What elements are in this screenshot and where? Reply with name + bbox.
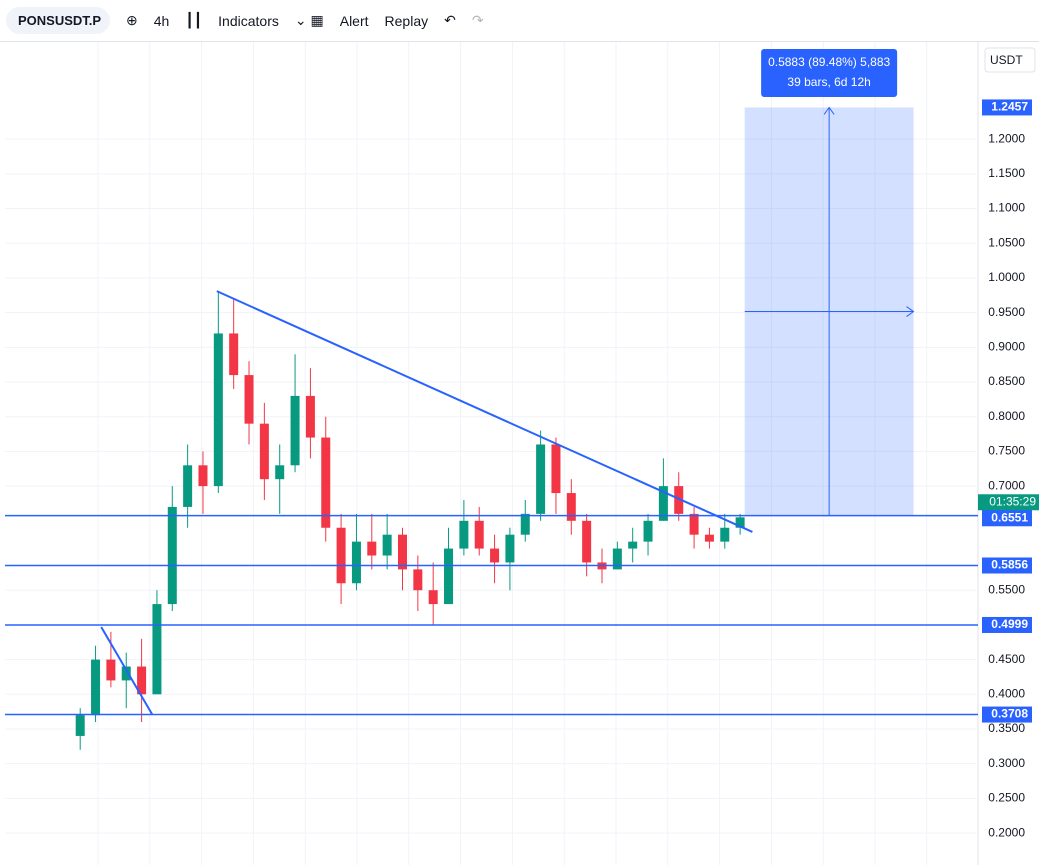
y-tick-label: 0.2000 xyxy=(988,825,1025,839)
interval[interactable]: 4h xyxy=(153,12,170,29)
y-tick-label: 0.9500 xyxy=(988,305,1025,319)
candle-body xyxy=(628,541,638,549)
candle-body xyxy=(121,666,131,681)
toolbar: PONSUSDT.P ⊕ 4h ┃┃ Indicators ⌄ ▦ Alert … xyxy=(0,0,1039,42)
candle-body xyxy=(229,333,239,376)
redo[interactable]: ↷ xyxy=(471,12,484,28)
symbol[interactable]: PONSUSDT.P xyxy=(6,7,110,34)
axis-label: 1.2457 xyxy=(991,100,1028,114)
y-tick-label: 1.0000 xyxy=(988,270,1025,284)
candle-body xyxy=(152,604,162,695)
alert[interactable]: Alert xyxy=(339,12,369,29)
y-tick-label: 0.4500 xyxy=(988,652,1025,666)
candle-body xyxy=(382,534,392,556)
undo[interactable]: ↶ xyxy=(444,12,456,28)
candle-body xyxy=(551,444,561,494)
measure-arrow-up xyxy=(823,106,835,115)
measure-line-1: 0.5883 (89.48%) 5,883 xyxy=(768,55,890,69)
y-tick-label: 1.1500 xyxy=(988,166,1025,180)
candle-body xyxy=(444,548,454,605)
y-tick-label: 0.8000 xyxy=(988,409,1025,423)
candle-body xyxy=(397,534,407,570)
candle-body xyxy=(720,527,730,542)
candle-body xyxy=(305,395,315,438)
candle-body xyxy=(612,548,622,570)
replay[interactable]: Replay xyxy=(384,12,429,29)
chart-type[interactable]: ┃┃ xyxy=(185,12,203,28)
measure-line-2: 39 bars, 6d 12h xyxy=(787,75,870,89)
add-symbol[interactable]: ⊕ xyxy=(126,12,138,28)
y-tick-label: 1.0500 xyxy=(988,235,1025,249)
candle-body xyxy=(735,517,745,528)
y-tick-label: 0.7000 xyxy=(988,478,1025,492)
level-label: 0.5856 xyxy=(991,558,1028,572)
indicators[interactable]: Indicators xyxy=(218,12,279,29)
candle-body xyxy=(336,527,346,584)
currency-box[interactable] xyxy=(984,47,1036,73)
candle-body xyxy=(536,444,546,514)
candle-body xyxy=(505,534,515,563)
candle-body xyxy=(520,513,530,535)
candle-body xyxy=(582,520,592,563)
y-tick-label: 1.1000 xyxy=(988,201,1025,215)
candle-body xyxy=(167,506,177,605)
candle-body xyxy=(244,375,254,424)
measure-arrow-right xyxy=(906,306,915,317)
candle-body xyxy=(213,333,223,487)
axis-label-bg xyxy=(982,99,1032,116)
countdown-bg xyxy=(978,494,1039,511)
candle-body xyxy=(183,465,193,507)
candle-body xyxy=(259,423,269,480)
candle-body xyxy=(490,548,500,563)
candle-body xyxy=(689,513,699,535)
axis-label-bg xyxy=(982,706,1032,723)
layouts[interactable]: ⌄ ▦ xyxy=(294,12,324,28)
y-tick-label: 0.4000 xyxy=(988,686,1025,700)
trendline xyxy=(216,290,753,533)
candle-body xyxy=(351,541,361,584)
candle-body xyxy=(137,666,147,695)
candle-body xyxy=(566,493,576,521)
candle-body xyxy=(75,715,85,736)
candle-body xyxy=(91,659,101,716)
candle-body xyxy=(198,465,208,487)
last-price-bg xyxy=(982,510,1032,527)
candle-body xyxy=(367,541,377,556)
y-tick-label: 1.2000 xyxy=(988,131,1025,145)
candle-body xyxy=(413,569,423,591)
y-tick-label: 0.8500 xyxy=(988,374,1025,388)
candle-body xyxy=(275,465,285,480)
candle-body xyxy=(474,520,484,549)
y-tick-label: 0.2500 xyxy=(988,791,1025,805)
axis-label-bg xyxy=(982,616,1032,633)
y-tick-label: 0.3000 xyxy=(988,756,1025,770)
currency[interactable]: USDT xyxy=(990,53,1023,67)
level-label: 0.4999 xyxy=(991,617,1028,631)
y-tick-label: 0.3500 xyxy=(988,721,1025,735)
candle-body xyxy=(674,486,684,514)
candle-body xyxy=(459,520,469,549)
candle-body xyxy=(321,437,331,528)
y-tick-label: 0.9000 xyxy=(988,340,1025,354)
candle-body xyxy=(290,395,300,466)
measure-tooltip xyxy=(761,49,898,97)
candle-body xyxy=(643,520,653,542)
level-label: 0.3708 xyxy=(991,707,1028,721)
candle-body xyxy=(106,659,116,681)
y-tick-label: 0.5500 xyxy=(988,582,1025,596)
axis-label-bg xyxy=(982,557,1032,574)
candle-body xyxy=(428,590,438,605)
chart: USDT 0.2000 0.2500 0.3000 0.3500 0.4000 0.450… xyxy=(5,42,1039,865)
trendline xyxy=(100,626,154,715)
y-tick-label: 0.7500 xyxy=(988,444,1025,458)
candle-body xyxy=(658,486,668,521)
last-price: 0.6551 xyxy=(991,510,1028,524)
candle-body xyxy=(704,534,714,542)
countdown: 01:35:29 xyxy=(989,494,1036,508)
